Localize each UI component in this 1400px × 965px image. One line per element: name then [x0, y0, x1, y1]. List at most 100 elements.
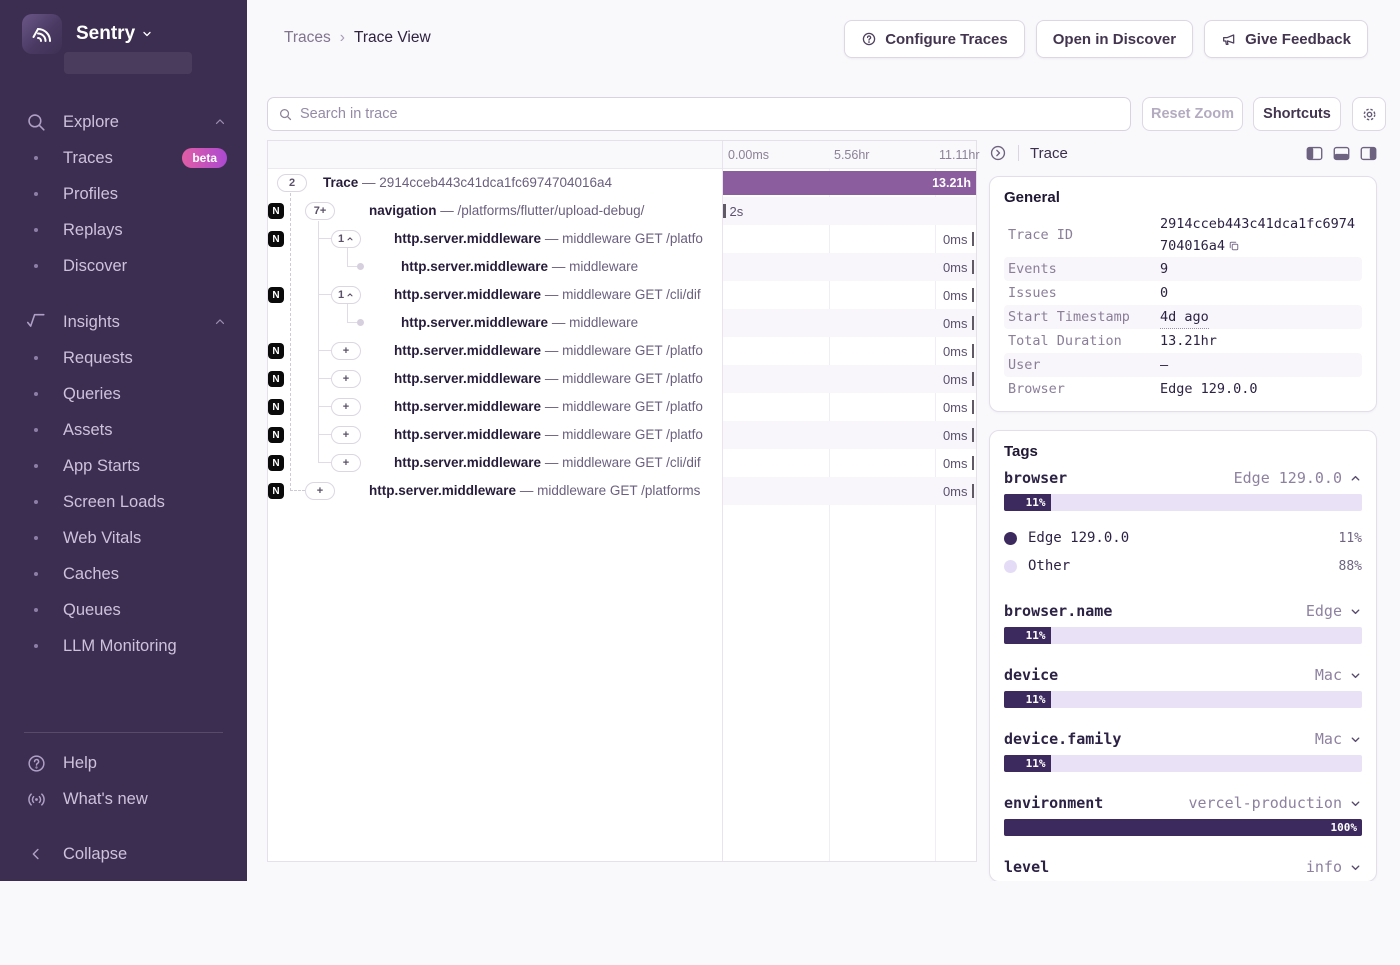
- sidebar-item-discover[interactable]: Discover: [0, 248, 247, 284]
- general-row-events: Events 9: [1004, 257, 1362, 281]
- expand-toggle-pill[interactable]: +: [331, 398, 361, 416]
- sidebar-item-app-starts[interactable]: App Starts: [0, 448, 247, 484]
- expand-toggle-pill[interactable]: +: [331, 370, 361, 388]
- span-bar[interactable]: [971, 260, 974, 274]
- layout-left-icon[interactable]: [1306, 146, 1323, 161]
- span-timeline-cell[interactable]: 0ms: [722, 281, 976, 309]
- settings-gear-button[interactable]: [1352, 97, 1386, 131]
- trace-row-trace-0[interactable]: 2 Trace — 2914cceb443c41dca1fc6974704016a…: [268, 169, 976, 197]
- span-timeline-cell[interactable]: 0ms: [722, 337, 976, 365]
- expand-toggle-pill[interactable]: 1: [331, 230, 362, 248]
- sidebar-item-replays[interactable]: Replays: [0, 212, 247, 248]
- span-bar[interactable]: [971, 400, 974, 414]
- span-timeline-cell[interactable]: 0ms: [722, 477, 976, 505]
- span-bar[interactable]: [971, 428, 974, 442]
- tree-timeline-divider[interactable]: [722, 141, 723, 861]
- sidebar-item-label: Assets: [63, 420, 113, 439]
- sidebar-item-screen-loads[interactable]: Screen Loads: [0, 484, 247, 520]
- sidebar-item-what-s-new[interactable]: What's new: [0, 781, 247, 817]
- field-label: Start Timestamp: [1008, 309, 1130, 325]
- span-timeline-cell[interactable]: 0ms: [722, 225, 976, 253]
- span-bar[interactable]: [723, 204, 726, 218]
- sidebar-item-web-vitals[interactable]: Web Vitals: [0, 520, 247, 556]
- sidebar-item-explore[interactable]: Explore: [0, 104, 247, 140]
- tag-value-toggle[interactable]: Edge: [1306, 602, 1362, 620]
- copy-icon[interactable]: [1228, 240, 1240, 252]
- shortcuts-button[interactable]: Shortcuts: [1253, 97, 1341, 131]
- span-bar[interactable]: [971, 232, 974, 246]
- chevron-up-icon[interactable]: [213, 115, 227, 129]
- trace-duration-bar[interactable]: 13.21h: [722, 171, 976, 195]
- expand-toggle-pill[interactable]: +: [331, 426, 361, 444]
- span-timeline-cell[interactable]: 2s: [722, 197, 976, 225]
- trace-row-http-server-middleware-5[interactable]: http.server.middleware — middleware 0ms: [268, 309, 976, 337]
- field-label: Issues: [1008, 285, 1057, 301]
- sidebar-collapse-button[interactable]: Collapse: [0, 836, 247, 872]
- timeline-gridline: [935, 169, 936, 861]
- collapse-panel-icon[interactable]: [989, 144, 1007, 162]
- span-timeline-cell[interactable]: 0ms: [722, 309, 976, 337]
- search-input[interactable]: [300, 106, 1120, 122]
- span-bar[interactable]: [971, 344, 974, 358]
- span-bar[interactable]: [971, 456, 974, 470]
- tag-value-toggle[interactable]: info: [1306, 858, 1362, 876]
- expand-toggle-pill[interactable]: 1: [331, 286, 362, 304]
- span-bar[interactable]: [971, 288, 974, 302]
- sidebar-item-help[interactable]: Help: [0, 745, 247, 781]
- layout-right-icon[interactable]: [1360, 146, 1377, 161]
- brand[interactable]: Sentry: [0, 0, 247, 74]
- expand-toggle-pill[interactable]: +: [305, 482, 335, 500]
- sidebar-item-insights[interactable]: Insights: [0, 304, 247, 340]
- span-timeline-cell[interactable]: 0ms: [722, 365, 976, 393]
- tag-value-toggle[interactable]: Mac: [1315, 730, 1362, 748]
- tag-block-environment: environment vercel-production 100%: [1004, 792, 1362, 836]
- sidebar-item-requests[interactable]: Requests: [0, 340, 247, 376]
- sidebar-item-traces[interactable]: Traces beta: [0, 140, 247, 176]
- breadcrumb-traces[interactable]: Traces: [284, 29, 331, 46]
- sidebar-item-llm-monitoring[interactable]: LLM Monitoring: [0, 628, 247, 664]
- sidebar-item-profiles[interactable]: Profiles: [0, 176, 247, 212]
- sidebar-item-queries[interactable]: Queries: [0, 376, 247, 412]
- span-timeline-cell[interactable]: 0ms: [722, 253, 976, 281]
- sidebar-footer: Help What's new: [0, 732, 247, 817]
- layout-bottom-icon[interactable]: [1333, 146, 1350, 161]
- span-timeline-cell[interactable]: 0ms: [722, 421, 976, 449]
- tag-value-toggle[interactable]: Edge 129.0.0: [1234, 469, 1362, 487]
- span-bar[interactable]: [971, 484, 974, 498]
- expand-toggle-pill[interactable]: 2: [277, 174, 307, 192]
- trace-row-http-server-middleware-3[interactable]: http.server.middleware — middleware 0ms: [268, 253, 976, 281]
- span-timeline-cell[interactable]: 13.21h: [722, 169, 976, 197]
- chevron-up-icon[interactable]: [213, 315, 227, 329]
- tag-value-toggle[interactable]: vercel-production: [1188, 794, 1362, 812]
- sidebar-item-label: Caches: [63, 564, 119, 583]
- sidebar-item-assets[interactable]: Assets: [0, 412, 247, 448]
- expand-toggle-pill[interactable]: 7+: [305, 202, 335, 220]
- open-in-discover-button[interactable]: Open in Discover: [1035, 20, 1194, 58]
- give-feedback-button[interactable]: Give Feedback: [1204, 20, 1368, 58]
- sidebar-item-queues[interactable]: Queues: [0, 592, 247, 628]
- span-bar[interactable]: [971, 372, 974, 386]
- expand-toggle-pill[interactable]: +: [331, 454, 361, 472]
- sidebar-item-caches[interactable]: Caches: [0, 556, 247, 592]
- span-timeline-cell[interactable]: 0ms: [722, 449, 976, 477]
- field-label: Events: [1008, 261, 1057, 277]
- tag-value-toggle[interactable]: Mac: [1315, 666, 1362, 684]
- expand-toggle-pill[interactable]: +: [331, 342, 361, 360]
- field-value: –: [1160, 357, 1169, 373]
- span-bar[interactable]: [971, 316, 974, 330]
- span-timeline-cell[interactable]: 0ms: [722, 393, 976, 421]
- configure-traces-button[interactable]: Configure Traces: [844, 20, 1025, 58]
- reset-zoom-button[interactable]: Reset Zoom: [1142, 97, 1243, 131]
- bullet-icon: [24, 392, 48, 396]
- tag-segment: 11%: [1004, 691, 1051, 708]
